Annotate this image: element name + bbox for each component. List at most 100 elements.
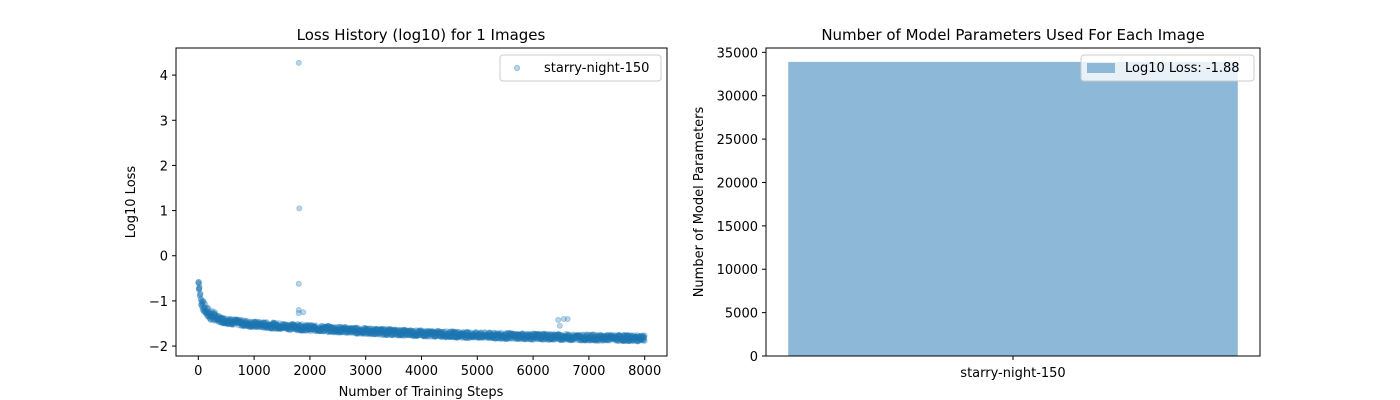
scatter-point xyxy=(204,310,211,317)
scatter-point xyxy=(291,322,298,329)
scatter-point xyxy=(228,321,235,328)
scatter-point xyxy=(201,300,208,307)
scatter-point xyxy=(198,297,205,304)
scatter-point xyxy=(311,324,318,331)
scatter-point xyxy=(276,323,283,330)
scatter-point xyxy=(307,322,314,329)
scatter-point xyxy=(297,322,304,329)
scatter-point xyxy=(286,322,293,329)
scatter-point xyxy=(209,309,216,316)
scatter-point xyxy=(305,321,312,328)
y-tick-label: 15000 xyxy=(717,220,758,235)
scatter-point xyxy=(354,329,361,336)
scatter-point xyxy=(220,319,227,326)
scatter-point xyxy=(210,310,217,317)
scatter-point xyxy=(297,322,304,329)
scatter-point xyxy=(329,326,336,333)
scatter-point xyxy=(258,322,265,329)
scatter-point xyxy=(277,325,284,332)
scatter-point xyxy=(198,303,205,310)
scatter-point xyxy=(295,321,302,328)
scatter-point xyxy=(243,321,250,328)
scatter-point xyxy=(251,323,258,330)
scatter-point xyxy=(211,316,218,323)
scatter-point xyxy=(362,325,369,332)
scatter-point xyxy=(328,324,335,331)
scatter-point xyxy=(281,322,288,329)
scatter-point xyxy=(342,325,349,332)
scatter-point xyxy=(336,325,343,332)
scatter-point xyxy=(338,329,345,336)
scatter-point xyxy=(287,321,294,328)
scatter-point xyxy=(237,319,244,326)
scatter-point xyxy=(259,321,266,328)
scatter-point xyxy=(196,292,203,299)
scatter-point xyxy=(244,320,251,327)
scatter-point xyxy=(361,325,368,332)
scatter-point xyxy=(353,330,360,337)
scatter-point xyxy=(280,321,287,328)
scatter-point xyxy=(340,325,347,332)
scatter-point xyxy=(349,328,356,335)
scatter-point xyxy=(359,329,366,336)
scatter-point xyxy=(337,329,344,336)
scatter-point xyxy=(243,319,250,326)
scatter-point xyxy=(329,328,336,335)
scatter-point xyxy=(243,321,250,328)
scatter-point xyxy=(302,321,309,328)
scatter-point xyxy=(346,329,353,336)
scatter-point xyxy=(257,322,264,329)
scatter-point xyxy=(200,308,207,315)
scatter-point xyxy=(315,326,322,333)
scatter-point xyxy=(340,325,347,332)
scatter-point xyxy=(260,320,267,327)
scatter-point xyxy=(252,322,259,329)
scatter-point xyxy=(214,315,221,322)
scatter-point xyxy=(256,320,263,327)
scatter-point xyxy=(270,324,277,331)
scatter-point xyxy=(360,329,367,336)
scatter-point xyxy=(197,290,204,297)
scatter-point xyxy=(248,319,255,326)
scatter-point xyxy=(232,318,239,325)
scatter-point xyxy=(203,309,210,316)
scatter-point xyxy=(309,323,316,330)
scatter-point xyxy=(305,326,312,333)
plot-frame xyxy=(175,47,668,357)
scatter-point xyxy=(272,325,279,332)
scatter-point xyxy=(250,322,257,329)
scatter-point xyxy=(335,326,342,333)
scatter-point xyxy=(213,317,220,324)
scatter-point xyxy=(198,298,205,305)
scatter-point xyxy=(239,319,246,326)
scatter-point xyxy=(243,321,250,328)
scatter-point xyxy=(209,313,216,320)
scatter-point xyxy=(206,308,213,315)
scatter-point xyxy=(352,330,359,337)
scatter-point xyxy=(239,320,246,327)
scatter-point xyxy=(225,320,232,327)
scatter-point xyxy=(320,327,327,334)
scatter-point xyxy=(318,323,325,330)
scatter-point xyxy=(292,323,299,330)
scatter-point xyxy=(339,326,346,333)
scatter-point xyxy=(336,328,343,335)
scatter-point xyxy=(277,323,284,330)
scatter-point xyxy=(233,316,240,323)
scatter-point xyxy=(279,323,286,330)
scatter-point xyxy=(264,321,271,328)
scatter-point xyxy=(298,325,305,332)
scatter-point xyxy=(295,325,302,332)
scatter-point xyxy=(221,315,228,322)
scatter-point xyxy=(212,311,219,318)
scatter-point xyxy=(197,295,204,302)
scatter-point xyxy=(343,328,350,335)
scatter-point xyxy=(269,319,276,326)
scatter-point-outlier xyxy=(564,315,571,322)
scatter-point xyxy=(204,313,211,320)
scatter-point xyxy=(259,322,266,329)
scatter-point xyxy=(283,323,290,330)
scatter-point xyxy=(320,325,327,332)
scatter-point xyxy=(224,321,231,328)
scatter-point xyxy=(322,326,329,333)
